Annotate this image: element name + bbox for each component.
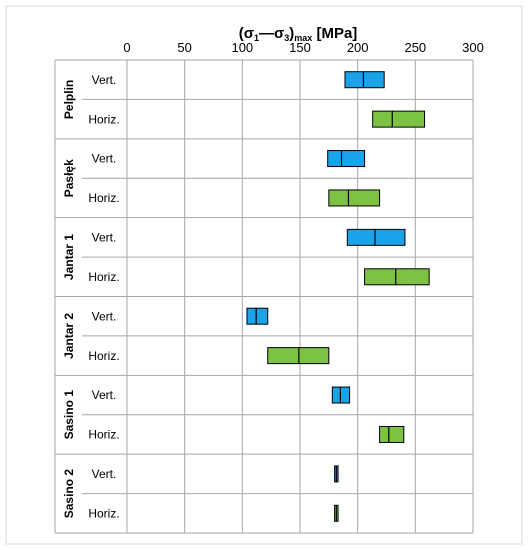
range-box <box>364 268 430 286</box>
group-label: Sasino 1 <box>62 390 76 440</box>
x-tick-label: 300 <box>462 40 484 55</box>
range-box <box>379 425 405 443</box>
x-tick-label: 150 <box>289 40 311 55</box>
row-label: Horiz. <box>88 428 119 442</box>
x-tick-label: 100 <box>231 40 253 55</box>
row-label: Vert. <box>92 309 117 323</box>
group-label: Pasłęk <box>62 159 76 197</box>
range-box <box>346 228 406 246</box>
row-label: Vert. <box>92 73 117 87</box>
row-label: Vert. <box>92 231 117 245</box>
range-box <box>328 189 381 207</box>
row-label: Horiz. <box>88 112 119 126</box>
range-box <box>372 110 426 128</box>
group-label: Sasino 2 <box>62 469 76 519</box>
chart-frame <box>5 5 523 545</box>
row-label: Vert. <box>92 388 117 402</box>
group-label: Jantar 1 <box>62 234 76 280</box>
row-label: Vert. <box>92 152 117 166</box>
group-label: Jantar 2 <box>62 313 76 359</box>
x-tick-label: 200 <box>347 40 369 55</box>
range-box <box>246 307 269 325</box>
range-box <box>327 150 366 168</box>
x-tick-label: 50 <box>177 40 191 55</box>
group-label: Pelplin <box>62 80 76 119</box>
row-label: Horiz. <box>88 191 119 205</box>
row-label: Horiz. <box>88 506 119 520</box>
row-label: Vert. <box>92 467 117 481</box>
chart-title: (σ1—σ3)max [MPa] <box>239 25 358 43</box>
range-box <box>344 71 385 89</box>
row-label: Horiz. <box>88 270 119 284</box>
x-tick-label: 0 <box>123 40 130 55</box>
x-tick-label: 250 <box>404 40 426 55</box>
row-label: Horiz. <box>88 349 119 363</box>
